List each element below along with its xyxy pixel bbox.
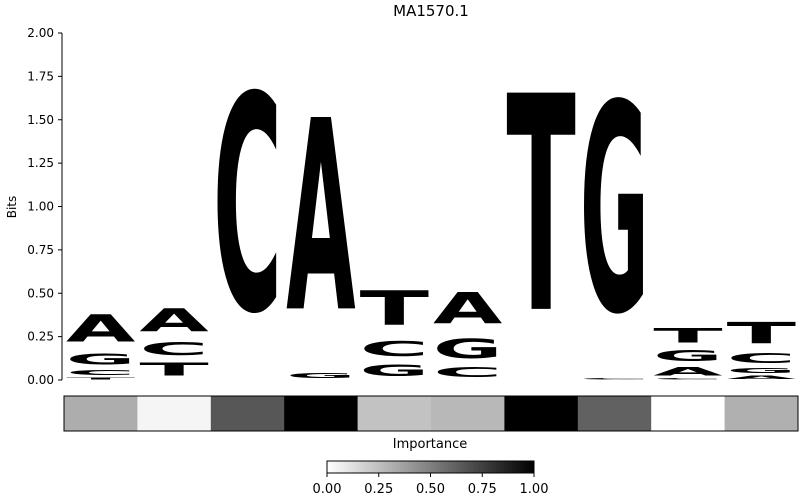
letter-a: A: [286, 66, 355, 371]
y-axis: 0.00 0.25 0.50 0.75 1.00 1.25 1.50 1.75 2.00: [27, 26, 63, 387]
letter-a: A: [66, 308, 135, 351]
letter-g: G: [727, 366, 796, 375]
letter-c: C: [727, 350, 796, 366]
letter-c: C: [213, 34, 282, 379]
y-tick-label: 2.00: [27, 26, 54, 40]
letter-c: C: [139, 339, 208, 360]
y-tick-label: 0.00: [27, 373, 54, 387]
y-tick-label: 0.50: [27, 286, 54, 300]
y-tick-label: 0.75: [27, 243, 54, 257]
letter-c: C: [433, 364, 502, 380]
letter-g: G: [653, 347, 722, 364]
letter-t: T: [360, 281, 429, 337]
letter-c: C: [360, 337, 429, 361]
letter-a: A: [727, 375, 796, 380]
importance-heatmap: [63, 395, 799, 432]
letter-a: A: [433, 283, 503, 333]
chart-title: MA1570.1: [393, 2, 469, 20]
colorbar-tick-label: 0.00: [313, 482, 342, 497]
importance-cell: [651, 396, 726, 431]
colorbar-tick-label: 0.75: [468, 482, 497, 497]
importance-colorbar: 0.00 0.25 0.50 0.75 1.00: [313, 460, 549, 497]
letter-c: C: [653, 378, 722, 380]
letter-a: A: [653, 365, 723, 379]
importance-label: Importance: [393, 437, 468, 452]
y-tick-label: 1.00: [27, 200, 54, 214]
importance-cell: [210, 396, 285, 431]
letter-t: T: [506, 35, 575, 380]
importance-cell: [64, 396, 138, 431]
letter-t: T: [727, 316, 796, 351]
letter-a: A: [139, 302, 208, 338]
y-axis-label: Bits: [5, 196, 19, 219]
y-tick-label: 1.25: [27, 156, 54, 170]
letter-g: G: [433, 333, 502, 364]
importance-cell: [284, 396, 359, 431]
letter-g: G: [580, 44, 649, 378]
colorbar-gradient: [326, 460, 535, 474]
importance-cell: [431, 396, 505, 431]
letter-g: G: [66, 351, 135, 368]
letter-c: C: [580, 378, 649, 380]
importance-cell: [357, 396, 432, 431]
importance-cell: [504, 396, 579, 431]
importance-cell: [577, 396, 652, 431]
letter-g: G: [360, 361, 429, 380]
letter-t: T: [139, 359, 209, 380]
colorbar-tick-label: 1.00: [520, 482, 549, 497]
y-tick-label: 1.75: [27, 69, 54, 83]
letter-t: T: [66, 377, 135, 380]
colorbar-tick-label: 0.25: [364, 482, 393, 497]
y-tick-label: 1.50: [27, 113, 54, 127]
letter-g: G: [286, 371, 355, 380]
importance-cell: [724, 396, 799, 431]
colorbar-tick-label: 0.50: [416, 482, 445, 497]
letter-c: C: [66, 368, 135, 377]
letter-t: T: [653, 325, 722, 347]
importance-cell: [137, 396, 212, 431]
y-tick-label: 0.25: [27, 330, 54, 344]
